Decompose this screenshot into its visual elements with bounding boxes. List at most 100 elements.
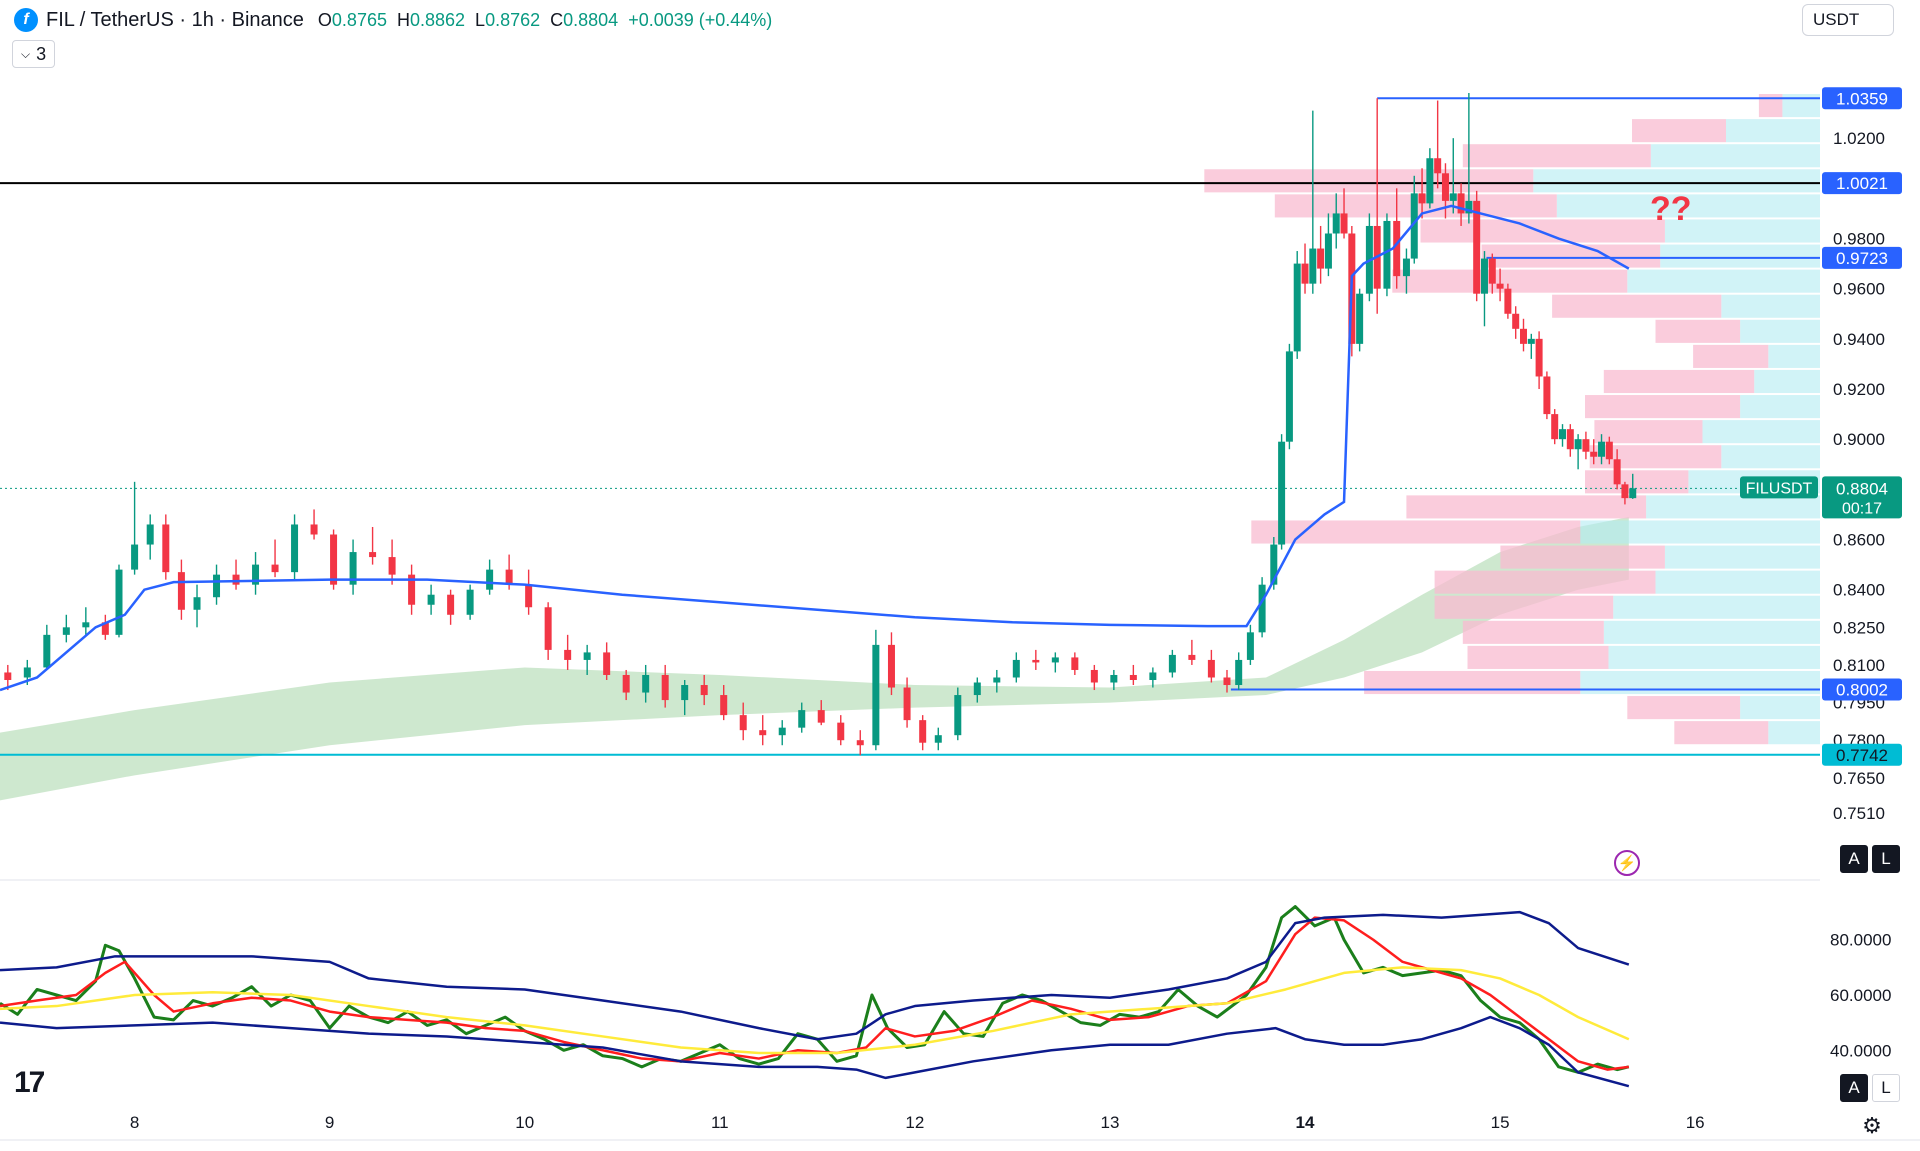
candle-body (1480, 258, 1488, 294)
candle-body (544, 607, 552, 650)
candle-body (856, 740, 864, 746)
candle-body (271, 564, 279, 573)
lightning-icon[interactable]: ⚡ (1614, 850, 1640, 876)
price-tick-label: 0.8250 (1833, 618, 1885, 637)
candle-body (1223, 677, 1231, 686)
indicators-toggle[interactable]: ⌵ 3 (12, 40, 56, 68)
candle-body (1473, 200, 1481, 294)
candle-body (1071, 657, 1079, 670)
symbol-tag (1740, 476, 1818, 499)
candles (4, 93, 1637, 756)
level-price-tag-label: 1.0359 (1836, 89, 1888, 108)
vp-sell-bar (1594, 420, 1703, 444)
osc-auto-scale-button[interactable]: A (1840, 1074, 1868, 1102)
candle-body (759, 730, 767, 736)
candle-body (4, 672, 12, 680)
candle-body (505, 569, 513, 585)
vp-buy-bar (1702, 420, 1820, 444)
candle-body (1032, 659, 1040, 663)
candle-body (720, 695, 728, 716)
price-tick-label: 0.9800 (1833, 230, 1885, 249)
candle-body (310, 524, 318, 535)
candle-body (1051, 657, 1059, 663)
candle-body (1504, 288, 1512, 314)
vp-sell-bar (1655, 319, 1741, 343)
oscillator-series (0, 910, 1630, 1041)
candle-body (1551, 414, 1559, 440)
candle-body (213, 574, 221, 598)
vp-sell-bar (1674, 721, 1769, 745)
level-price-tag (1822, 87, 1902, 110)
candle-body (1393, 220, 1401, 277)
gear-icon[interactable]: ⚙ (1862, 1113, 1882, 1138)
log-scale-button[interactable]: L (1872, 845, 1900, 873)
candle-body (1356, 293, 1364, 344)
time-tick-label: 9 (325, 1113, 334, 1132)
candle-body (1519, 328, 1527, 344)
candle-body (1129, 674, 1137, 680)
price-tick-label: 0.9600 (1833, 280, 1885, 299)
candle-body (291, 524, 299, 573)
price-tick-label: 0.8400 (1833, 581, 1885, 600)
vp-buy-bar (1664, 545, 1820, 569)
vp-buy-bar (1768, 344, 1820, 368)
currency-select[interactable]: USDT (1802, 4, 1894, 36)
vwap-path (0, 204, 1630, 692)
candle-body (349, 552, 357, 585)
candle-body (1258, 584, 1266, 633)
level-price-tag (1822, 743, 1902, 766)
candle-body (466, 589, 474, 615)
candle-body (146, 524, 154, 545)
osc-tick-label: 40.0000 (1830, 1041, 1891, 1060)
vp-sell-bar (1552, 294, 1722, 318)
candle-body (1621, 484, 1629, 499)
candle-body (887, 644, 895, 688)
candle-body (700, 685, 708, 696)
candle-body (1270, 544, 1278, 585)
candle-body (1235, 659, 1243, 686)
cloud-band (0, 516, 1629, 801)
price-tick-label: 0.9000 (1833, 430, 1885, 449)
ohlc-low: L0.8762 (475, 9, 541, 30)
vwap-line (0, 204, 1630, 692)
pane-separator (0, 879, 1920, 1141)
question-annotation: ?? (1650, 190, 1692, 228)
candle-body (739, 715, 747, 731)
candle-body (1110, 674, 1118, 683)
price-tick-label: 0.7510 (1833, 804, 1885, 823)
oscillator-series (0, 1015, 1630, 1088)
level-price-tag-label: 0.9723 (1836, 249, 1888, 268)
vp-sell-bar (1585, 470, 1689, 494)
auto-scale-button[interactable]: A (1840, 845, 1868, 873)
candle-body (1278, 441, 1286, 545)
price-tick-label: 0.8100 (1833, 656, 1885, 675)
level-price-tag-label: 0.7742 (1836, 746, 1888, 765)
candle-body (162, 524, 170, 573)
level-price-tag (1822, 172, 1902, 195)
vp-sell-bar (1364, 670, 1581, 695)
candle-body (622, 674, 630, 693)
time-tick-label: 10 (515, 1113, 534, 1132)
symbol-title[interactable]: FIL / TetherUS · 1h · Binance (46, 8, 304, 31)
price-tick-label: 1.0200 (1833, 129, 1885, 148)
tradingview-logo[interactable]: 17 (14, 1066, 45, 1099)
oscillator-series (0, 966, 1630, 1055)
ohlc-high: H0.8862 (396, 9, 466, 30)
osc-tick-label: 60.0000 (1830, 986, 1891, 1005)
vp-buy-bar (1608, 645, 1820, 669)
candle-body (1527, 338, 1535, 344)
time-tick-label: 8 (130, 1113, 139, 1132)
vp-buy-bar (1627, 269, 1820, 293)
candle-body (232, 574, 240, 585)
candle-body (954, 695, 962, 736)
price-tick-label: 0.8600 (1833, 531, 1885, 550)
candle-countdown: 00:17 (1842, 500, 1882, 517)
osc-log-scale-button[interactable]: L (1872, 1074, 1900, 1102)
candle-body (661, 674, 669, 701)
candle-body (642, 674, 650, 693)
candle-body (1574, 439, 1582, 450)
vp-sell-bar (1627, 696, 1741, 720)
candle-body (23, 667, 31, 678)
candle-body (115, 569, 123, 635)
